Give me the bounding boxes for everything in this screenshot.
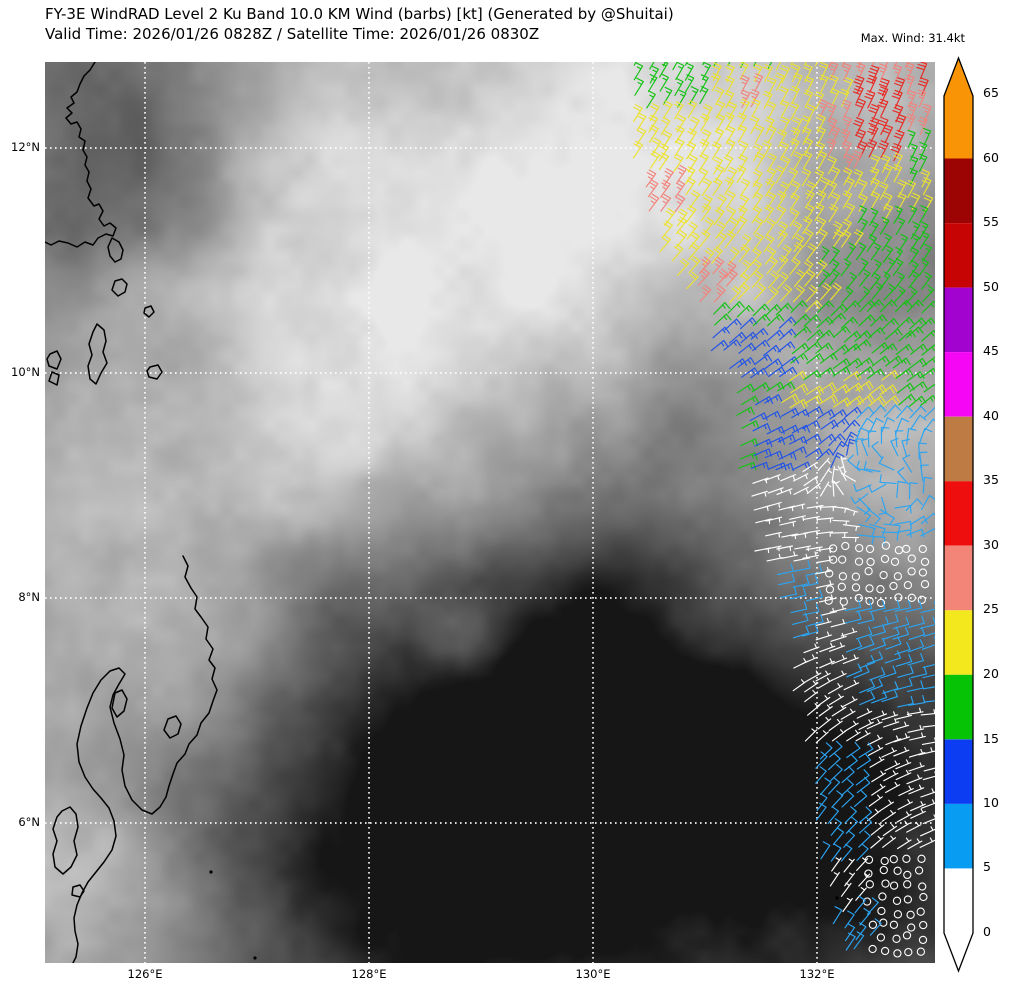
valid-time-subtitle: Valid Time: 2026/01/26 0828Z / Satellite… xyxy=(45,25,540,43)
x-tick-126e: 126°E xyxy=(127,967,163,981)
colorbar-tick-50: 50 xyxy=(983,279,999,294)
max-wind-annotation: Max. Wind: 31.4kt xyxy=(860,31,965,45)
x-tick-130e: 130°E xyxy=(575,967,611,981)
colorbar-tick-10: 10 xyxy=(983,795,999,810)
colorbar-tick-30: 30 xyxy=(983,537,999,552)
colorbar xyxy=(943,56,974,973)
colorbar-tick-15: 15 xyxy=(983,731,999,746)
colorbar-tick-55: 55 xyxy=(983,214,999,229)
chart-title: FY-3E WindRAD Level 2 Ku Band 10.0 KM Wi… xyxy=(45,5,674,23)
colorbar-tick-45: 45 xyxy=(983,343,999,358)
y-tick-8n: 8°N xyxy=(18,590,40,604)
y-tick-10n: 10°N xyxy=(11,365,40,379)
colorbar-tick-60: 60 xyxy=(983,150,999,165)
colorbar-tick-20: 20 xyxy=(983,666,999,681)
x-tick-132e: 132°E xyxy=(799,967,835,981)
satellite-cloud-image xyxy=(45,62,935,963)
y-tick-6n: 6°N xyxy=(18,815,40,829)
colorbar-tick-5: 5 xyxy=(983,859,991,874)
y-tick-12n: 12°N xyxy=(11,140,40,154)
colorbar-tick-0: 0 xyxy=(983,924,991,939)
colorbar-tick-40: 40 xyxy=(983,408,999,423)
x-tick-128e: 128°E xyxy=(351,967,387,981)
colorbar-tick-65: 65 xyxy=(983,85,999,100)
colorbar-tick-25: 25 xyxy=(983,601,999,616)
colorbar-tick-35: 35 xyxy=(983,472,999,487)
